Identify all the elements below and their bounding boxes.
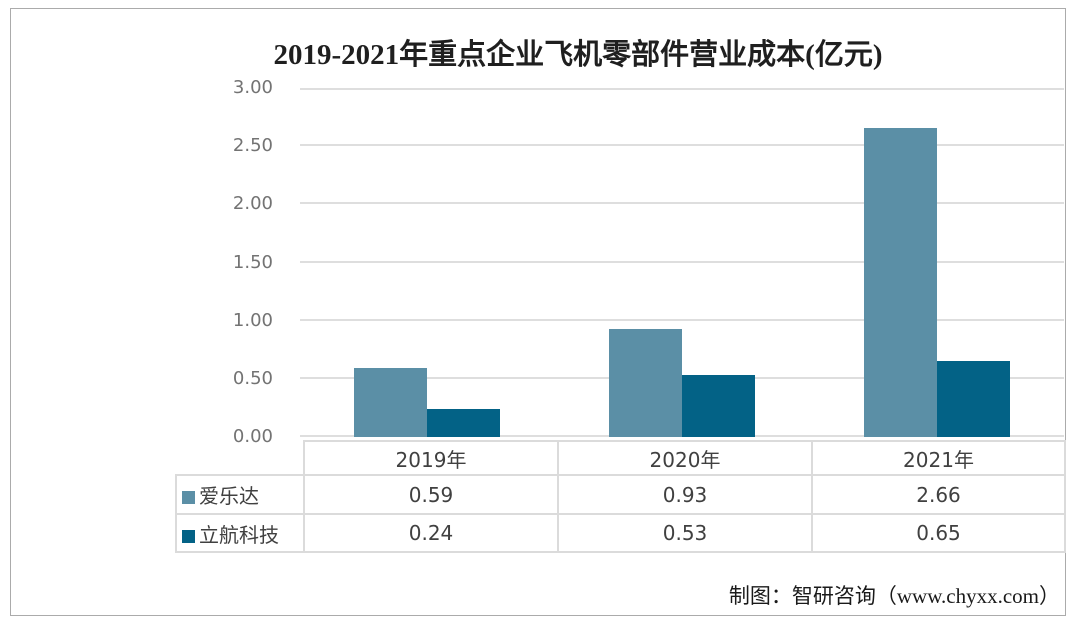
bar-lihang-tech-2020 — [682, 375, 755, 437]
legend-swatch-ailada-icon — [182, 491, 195, 504]
table-corner-cell — [176, 441, 304, 475]
bar-lihang-tech-2019 — [427, 409, 501, 437]
y-axis-tick-label: 1.50 — [232, 251, 273, 273]
y-axis-tick-label: 1.00 — [232, 309, 273, 331]
value-lihang-tech-2020: 0.53 — [557, 513, 813, 553]
gridline — [300, 260, 1064, 263]
legend-cell-ailada: 爱乐达 — [175, 474, 305, 515]
chart-title: 2019-2021年重点企业飞机零部件营业成本(亿元) — [273, 39, 883, 71]
column-header-2021: 2021年 — [811, 440, 1066, 476]
gridline — [300, 88, 1064, 90]
legend-swatch-lihang-tech-icon — [182, 529, 195, 543]
value-lihang-tech-2019: 0.24 — [303, 513, 559, 553]
value-ailada-2021: 2.66 — [811, 474, 1066, 515]
y-axis-tick-label: 2.00 — [232, 193, 273, 215]
y-axis-tick-label: 0.50 — [232, 367, 273, 389]
value-ailada-2019: 0.59 — [303, 474, 559, 515]
y-axis-tick-label: 0.00 — [232, 426, 273, 447]
table-row-lihang-tech: 立航科技 0.24 0.53 0.65 — [175, 513, 1066, 553]
value-lihang-tech-2021: 0.65 — [811, 513, 1066, 553]
data-table: 2019年 2020年 2021年 爱乐达 0.59 0.93 2.66 立航科… — [175, 440, 1066, 553]
bar-ailada-2020 — [609, 328, 682, 437]
y-axis-tick-label: 3.00 — [232, 77, 273, 98]
gridline — [300, 144, 1064, 147]
gridline — [300, 202, 1064, 205]
y-axis-tick-label: 2.50 — [232, 135, 273, 157]
gridline — [300, 318, 1064, 321]
bar-ailada-2021 — [863, 127, 937, 437]
table-header-row: 2019年 2020年 2021年 — [176, 440, 1066, 476]
legend-cell-lihang-tech: 立航科技 — [175, 513, 305, 553]
series-name-lihang-tech: 立航科技 — [199, 522, 279, 547]
bar-ailada-2019 — [354, 368, 428, 437]
value-ailada-2020: 0.93 — [557, 474, 813, 515]
column-header-2019: 2019年 — [303, 440, 559, 476]
column-header-2020: 2020年 — [557, 440, 813, 476]
plot-area: 0.00 0.50 1.00 1.50 2.00 2.50 3.00 — [233, 77, 1064, 447]
series-name-ailada: 爱乐达 — [199, 484, 259, 508]
bar-lihang-tech-2021 — [936, 361, 1010, 437]
table-row-ailada: 爱乐达 0.59 0.93 2.66 — [175, 474, 1066, 515]
credit-text: 制图：智研咨询（www.chyxx.com） — [728, 584, 1060, 608]
